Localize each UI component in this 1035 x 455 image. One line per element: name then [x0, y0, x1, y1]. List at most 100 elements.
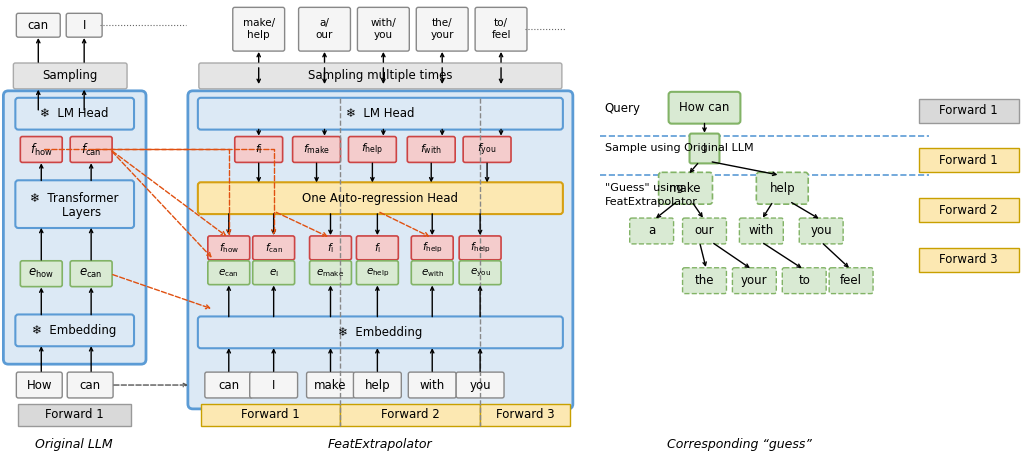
Text: with: with	[748, 224, 774, 238]
Text: Forward 1: Forward 1	[940, 104, 998, 117]
FancyBboxPatch shape	[13, 63, 127, 89]
FancyBboxPatch shape	[188, 91, 572, 409]
FancyBboxPatch shape	[208, 261, 249, 285]
Text: help: help	[769, 182, 795, 195]
FancyBboxPatch shape	[70, 136, 112, 162]
FancyBboxPatch shape	[66, 13, 102, 37]
FancyBboxPatch shape	[16, 180, 134, 228]
Bar	[919, 99, 1018, 123]
Text: our: our	[694, 224, 714, 238]
FancyBboxPatch shape	[356, 261, 398, 285]
FancyBboxPatch shape	[16, 98, 134, 130]
FancyBboxPatch shape	[17, 13, 60, 37]
FancyBboxPatch shape	[658, 172, 712, 204]
FancyBboxPatch shape	[682, 268, 727, 293]
Text: $f_{\rm I}$: $f_{\rm I}$	[374, 241, 381, 255]
Text: help: help	[364, 379, 390, 392]
Text: can: can	[28, 19, 49, 32]
FancyBboxPatch shape	[293, 136, 341, 162]
FancyBboxPatch shape	[233, 7, 285, 51]
FancyBboxPatch shape	[198, 317, 563, 348]
Text: I: I	[703, 142, 706, 155]
Text: I: I	[83, 19, 86, 32]
FancyBboxPatch shape	[669, 92, 740, 124]
Text: Sampling: Sampling	[42, 70, 98, 82]
Text: Original LLM: Original LLM	[35, 438, 113, 451]
Text: you: you	[469, 379, 491, 392]
Text: Forward 2: Forward 2	[381, 408, 440, 421]
FancyBboxPatch shape	[463, 136, 511, 162]
FancyBboxPatch shape	[408, 136, 455, 162]
FancyBboxPatch shape	[67, 372, 113, 398]
Text: Forward 3: Forward 3	[496, 408, 555, 421]
Text: to: to	[798, 274, 810, 287]
FancyBboxPatch shape	[356, 236, 398, 260]
Bar	[19, 404, 131, 426]
Text: Forward 3: Forward 3	[940, 253, 998, 266]
Text: with: with	[419, 379, 445, 392]
Text: with/
you: with/ you	[371, 18, 396, 40]
FancyBboxPatch shape	[682, 218, 727, 244]
FancyBboxPatch shape	[309, 261, 352, 285]
Text: $e_{\rm I}$: $e_{\rm I}$	[269, 267, 278, 278]
Text: feel: feel	[840, 274, 862, 287]
Text: ❄  Embedding: ❄ Embedding	[32, 324, 116, 337]
FancyBboxPatch shape	[456, 372, 504, 398]
Text: Forward 1: Forward 1	[45, 408, 104, 421]
Text: "Guess" using: "Guess" using	[604, 183, 683, 193]
FancyBboxPatch shape	[253, 261, 295, 285]
FancyBboxPatch shape	[416, 7, 468, 51]
Text: $e_{\rm how}$: $e_{\rm how}$	[28, 267, 54, 280]
Text: $e_{\rm you}$: $e_{\rm you}$	[470, 267, 491, 279]
Text: I: I	[272, 379, 275, 392]
Text: Forward 1: Forward 1	[241, 408, 300, 421]
Text: How: How	[27, 379, 52, 392]
Text: Forward 1: Forward 1	[940, 154, 998, 167]
Text: $e_{\rm can}$: $e_{\rm can}$	[80, 267, 102, 280]
Text: Sampling multiple times: Sampling multiple times	[308, 70, 452, 82]
Text: How can: How can	[679, 101, 730, 114]
Text: $f_{\rm help}$: $f_{\rm help}$	[361, 142, 384, 158]
Text: make: make	[315, 379, 347, 392]
Text: $f_{\rm I}$: $f_{\rm I}$	[327, 241, 334, 255]
Text: can: can	[80, 379, 100, 392]
FancyBboxPatch shape	[205, 372, 253, 398]
FancyBboxPatch shape	[475, 7, 527, 51]
FancyBboxPatch shape	[782, 268, 826, 293]
FancyBboxPatch shape	[408, 372, 456, 398]
Text: a/
our: a/ our	[316, 18, 333, 40]
Text: $f_{\rm with}$: $f_{\rm with}$	[420, 142, 442, 157]
FancyBboxPatch shape	[739, 218, 783, 244]
Text: $e_{\rm can}$: $e_{\rm can}$	[218, 267, 239, 278]
Text: FeatExtrapolator: FeatExtrapolator	[328, 438, 433, 451]
Text: $e_{\rm make}$: $e_{\rm make}$	[317, 267, 345, 278]
FancyBboxPatch shape	[3, 91, 146, 364]
FancyBboxPatch shape	[757, 172, 808, 204]
FancyBboxPatch shape	[689, 134, 719, 163]
Text: Layers: Layers	[48, 206, 101, 218]
Text: $f_{\rm how}$: $f_{\rm how}$	[218, 241, 239, 255]
Text: $f_{\rm help}$: $f_{\rm help}$	[422, 241, 443, 255]
Text: ❄  LM Head: ❄ LM Head	[40, 107, 109, 120]
FancyBboxPatch shape	[198, 182, 563, 214]
Text: the: the	[694, 274, 714, 287]
Text: your: your	[741, 274, 768, 287]
Text: ❄  Transformer: ❄ Transformer	[30, 192, 118, 205]
Text: you: you	[810, 224, 832, 238]
FancyBboxPatch shape	[829, 268, 874, 293]
FancyBboxPatch shape	[249, 372, 298, 398]
FancyBboxPatch shape	[460, 236, 501, 260]
Bar	[341, 404, 480, 426]
Bar	[919, 198, 1018, 222]
FancyBboxPatch shape	[309, 236, 352, 260]
FancyBboxPatch shape	[21, 261, 62, 287]
Text: $f_{\rm how}$: $f_{\rm how}$	[30, 142, 53, 157]
Bar	[201, 404, 341, 426]
Text: One Auto-regression Head: One Auto-regression Head	[302, 192, 459, 205]
Text: ❄  Embedding: ❄ Embedding	[338, 326, 422, 339]
Text: ❄  LM Head: ❄ LM Head	[346, 107, 415, 120]
FancyBboxPatch shape	[799, 218, 844, 244]
FancyBboxPatch shape	[357, 7, 409, 51]
FancyBboxPatch shape	[198, 98, 563, 130]
Text: $f_{\rm can}$: $f_{\rm can}$	[265, 241, 283, 255]
